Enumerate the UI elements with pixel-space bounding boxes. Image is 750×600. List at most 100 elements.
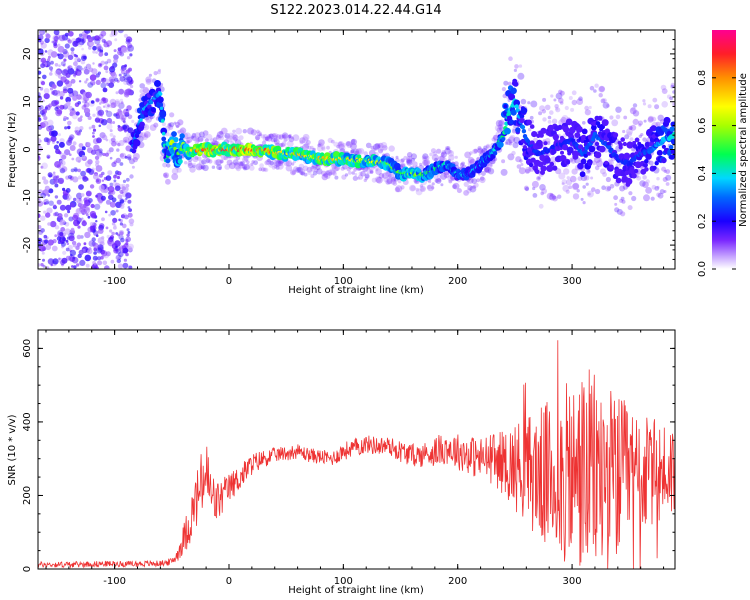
spectrogram-halo-dot: [665, 169, 671, 174]
spectrogram-noise-dot: [68, 175, 72, 179]
spectrogram-noise-dot: [42, 189, 49, 196]
spectrogram-noise-dot: [87, 82, 94, 88]
spectrogram-halo-dot: [238, 161, 244, 167]
spectrogram-halo-dot: [582, 201, 586, 205]
spectrogram-halo-dot: [177, 119, 184, 126]
spectrogram-halo-dot: [631, 195, 637, 202]
spectrogram-halo-dot: [228, 162, 236, 170]
spectrogram-halo-dot: [576, 189, 580, 193]
spectrogram-noise-dot: [117, 142, 121, 147]
spectrogram-noise-dot: [116, 175, 120, 180]
spectrogram-noise-dot: [38, 48, 44, 55]
spectrogram-noise-dot: [118, 113, 124, 120]
spectrogram-halo-dot: [132, 152, 140, 160]
spectrogram-halo-dot: [656, 185, 660, 189]
spectrogram-noise-dot: [100, 77, 106, 83]
spectrogram-noise-dot: [98, 124, 102, 128]
spectrogram-noise-dot: [40, 215, 46, 221]
spectrogram-halo-dot: [411, 157, 416, 162]
spectrogram-noise-dot: [115, 201, 122, 208]
spectrogram-halo-dot: [507, 81, 512, 86]
spectrogram-halo-dot: [669, 96, 673, 101]
spectrogram-halo-dot: [415, 188, 423, 196]
spectrogram-halo-dot: [378, 173, 385, 179]
spectrogram-halo-dot: [630, 124, 637, 131]
spectrogram-halo-dot: [258, 133, 262, 137]
spectrogram-halo-dot: [529, 115, 534, 120]
spectrogram-halo-dot: [471, 178, 478, 185]
spectrogram-halo-dot: [300, 171, 305, 176]
spectrogram-noise-dot: [69, 134, 75, 140]
spectrogram-noise-dot: [109, 129, 113, 133]
spectrogram-halo-dot: [310, 165, 316, 172]
spectrogram-halo-dot: [149, 115, 154, 120]
spectrogram-noise-dot: [43, 88, 50, 94]
spectrogram-halo-dot: [273, 135, 278, 140]
spectrogram-noise-dot: [99, 223, 105, 229]
spectrogram-noise-dot: [127, 156, 132, 161]
spectrogram-noise-dot: [73, 53, 77, 57]
spectrogram-halo-dot: [656, 192, 661, 198]
spectrogram-halo-dot: [511, 150, 516, 156]
spectrogram-ridge-dot: [583, 149, 588, 155]
spectrogram-noise-dot: [112, 62, 118, 68]
spectrogram-noise-dot: [104, 152, 109, 157]
spectrogram-halo-dot: [263, 167, 269, 173]
spectrogram-band-dot: [416, 168, 422, 173]
spectrogram-noise-dot: [88, 67, 94, 73]
spectrogram-noise-dot: [62, 63, 66, 67]
spectrogram-halo-dot: [380, 148, 384, 152]
spectrogram-halo-dot: [592, 161, 596, 165]
spectrogram-halo-dot: [629, 126, 633, 130]
spectrogram-halo-dot: [469, 151, 473, 155]
spectrogram-noise-dot: [67, 210, 71, 214]
spectrogram-noise-dot: [101, 236, 105, 240]
spectrogram-halo-dot: [513, 136, 521, 144]
spectrogram-noise-dot: [129, 53, 133, 57]
x-tick-label: 0: [226, 576, 232, 587]
spectrogram-noise-dot: [54, 225, 60, 230]
spectrogram-halo-dot: [286, 140, 294, 148]
spectrogram-noise-dot: [87, 215, 91, 219]
spectrogram-noise-dot: [50, 220, 57, 228]
spectrogram-noise-dot: [88, 126, 92, 130]
spectrogram-halo-dot: [190, 135, 194, 139]
spectrogram-halo-dot: [243, 164, 250, 171]
spectrogram-band-dot: [131, 148, 137, 154]
spectrogram-noise-dot: [66, 139, 72, 146]
spectrogram-halo-dot: [334, 175, 339, 180]
spectrogram-halo-dot: [213, 159, 219, 165]
spectrogram-halo-dot: [544, 104, 551, 111]
spectrogram-band-dot: [632, 140, 637, 145]
spectrogram-noise-dot: [59, 104, 63, 109]
spectrogram-noise-dot: [80, 193, 85, 197]
spectrogram-halo-dot: [578, 96, 583, 101]
y-tick-label: 600: [22, 339, 33, 358]
spectrogram-halo-dot: [303, 172, 308, 177]
spectrogram-halo-dot: [466, 188, 472, 194]
spectrogram-band-dot: [551, 148, 557, 155]
spectrogram-halo-dot: [659, 189, 665, 195]
spectrogram-halo-dot: [440, 173, 447, 180]
spectrogram-halo-dot: [440, 151, 447, 158]
spectrogram-noise-dot: [83, 197, 88, 202]
spectrogram-noise-dot: [77, 199, 83, 205]
spectrogram-noise-dot: [81, 105, 87, 110]
spectrogram-halo-dot: [268, 133, 274, 139]
spectrogram-halo-dot: [532, 193, 538, 198]
spectrogram-halo-dot: [153, 71, 158, 76]
spectrogram-noise-dot: [95, 178, 102, 184]
spectrogram-noise-dot: [86, 167, 92, 173]
spectrogram-noise-dot: [47, 49, 54, 56]
spectrogram-noise-dot: [113, 248, 117, 252]
spectrogram-halo-dot: [295, 167, 302, 173]
spectrogram-halo-dot: [410, 185, 416, 191]
spectrogram-noise-dot: [95, 234, 99, 237]
spectrogram-noise-dot: [51, 84, 56, 88]
spectrogram-halo-dot: [475, 148, 480, 153]
spectrogram-noise-dot: [117, 233, 120, 237]
spectrogram-noise-dot: [122, 262, 129, 269]
spectrogram-noise-dot: [90, 225, 96, 231]
spectrogram-noise-dot: [46, 141, 50, 146]
spectrogram-noise-dot: [107, 45, 110, 48]
